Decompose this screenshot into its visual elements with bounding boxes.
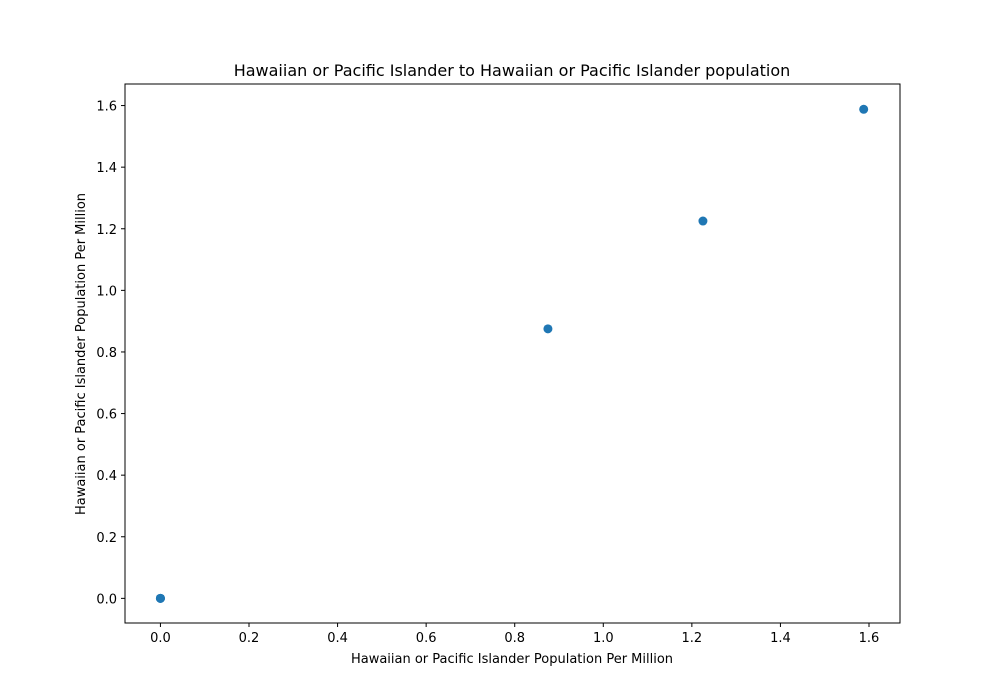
y-tick-label: 0.0 [96,592,117,607]
y-tick-label: 0.6 [96,408,117,423]
x-tick-label: 0.6 [416,631,437,646]
y-axis-label: Hawaiian or Pacific Islander Population … [74,193,89,515]
data-point [155,593,165,603]
x-axis-label: Hawaiian or Pacific Islander Population … [351,652,673,667]
y-tick-label: 0.8 [96,346,117,361]
data-points [155,104,869,603]
x-tick-label: 0.2 [239,631,260,646]
y-tick-label: 1.0 [96,284,117,299]
chart-title: Hawaiian or Pacific Islander to Hawaiian… [234,61,791,80]
data-point [859,104,869,114]
y-tick-label: 0.2 [96,531,117,546]
data-point [543,324,553,334]
x-tick-label: 1.2 [682,631,703,646]
y-tick-label: 1.6 [96,100,117,115]
x-tick-label: 0.4 [327,631,348,646]
x-tick-label: 0.0 [150,631,171,646]
x-tick-label: 1.4 [770,631,791,646]
y-tick-label: 1.4 [96,161,117,176]
axis-ticks: 0.0 0.2 0.4 0.6 0.8 1.0 1.2 1.4 1.6 0.0 0.2 0.4 0.6 0… [96,100,879,646]
y-tick-label: 0.4 [96,469,117,484]
x-tick-label: 1.6 [859,631,880,646]
x-tick-label: 1.0 [593,631,614,646]
plot-area-frame [124,83,901,624]
data-point [698,216,708,226]
x-tick-label: 0.8 [504,631,525,646]
y-tick-label: 1.2 [96,223,117,238]
